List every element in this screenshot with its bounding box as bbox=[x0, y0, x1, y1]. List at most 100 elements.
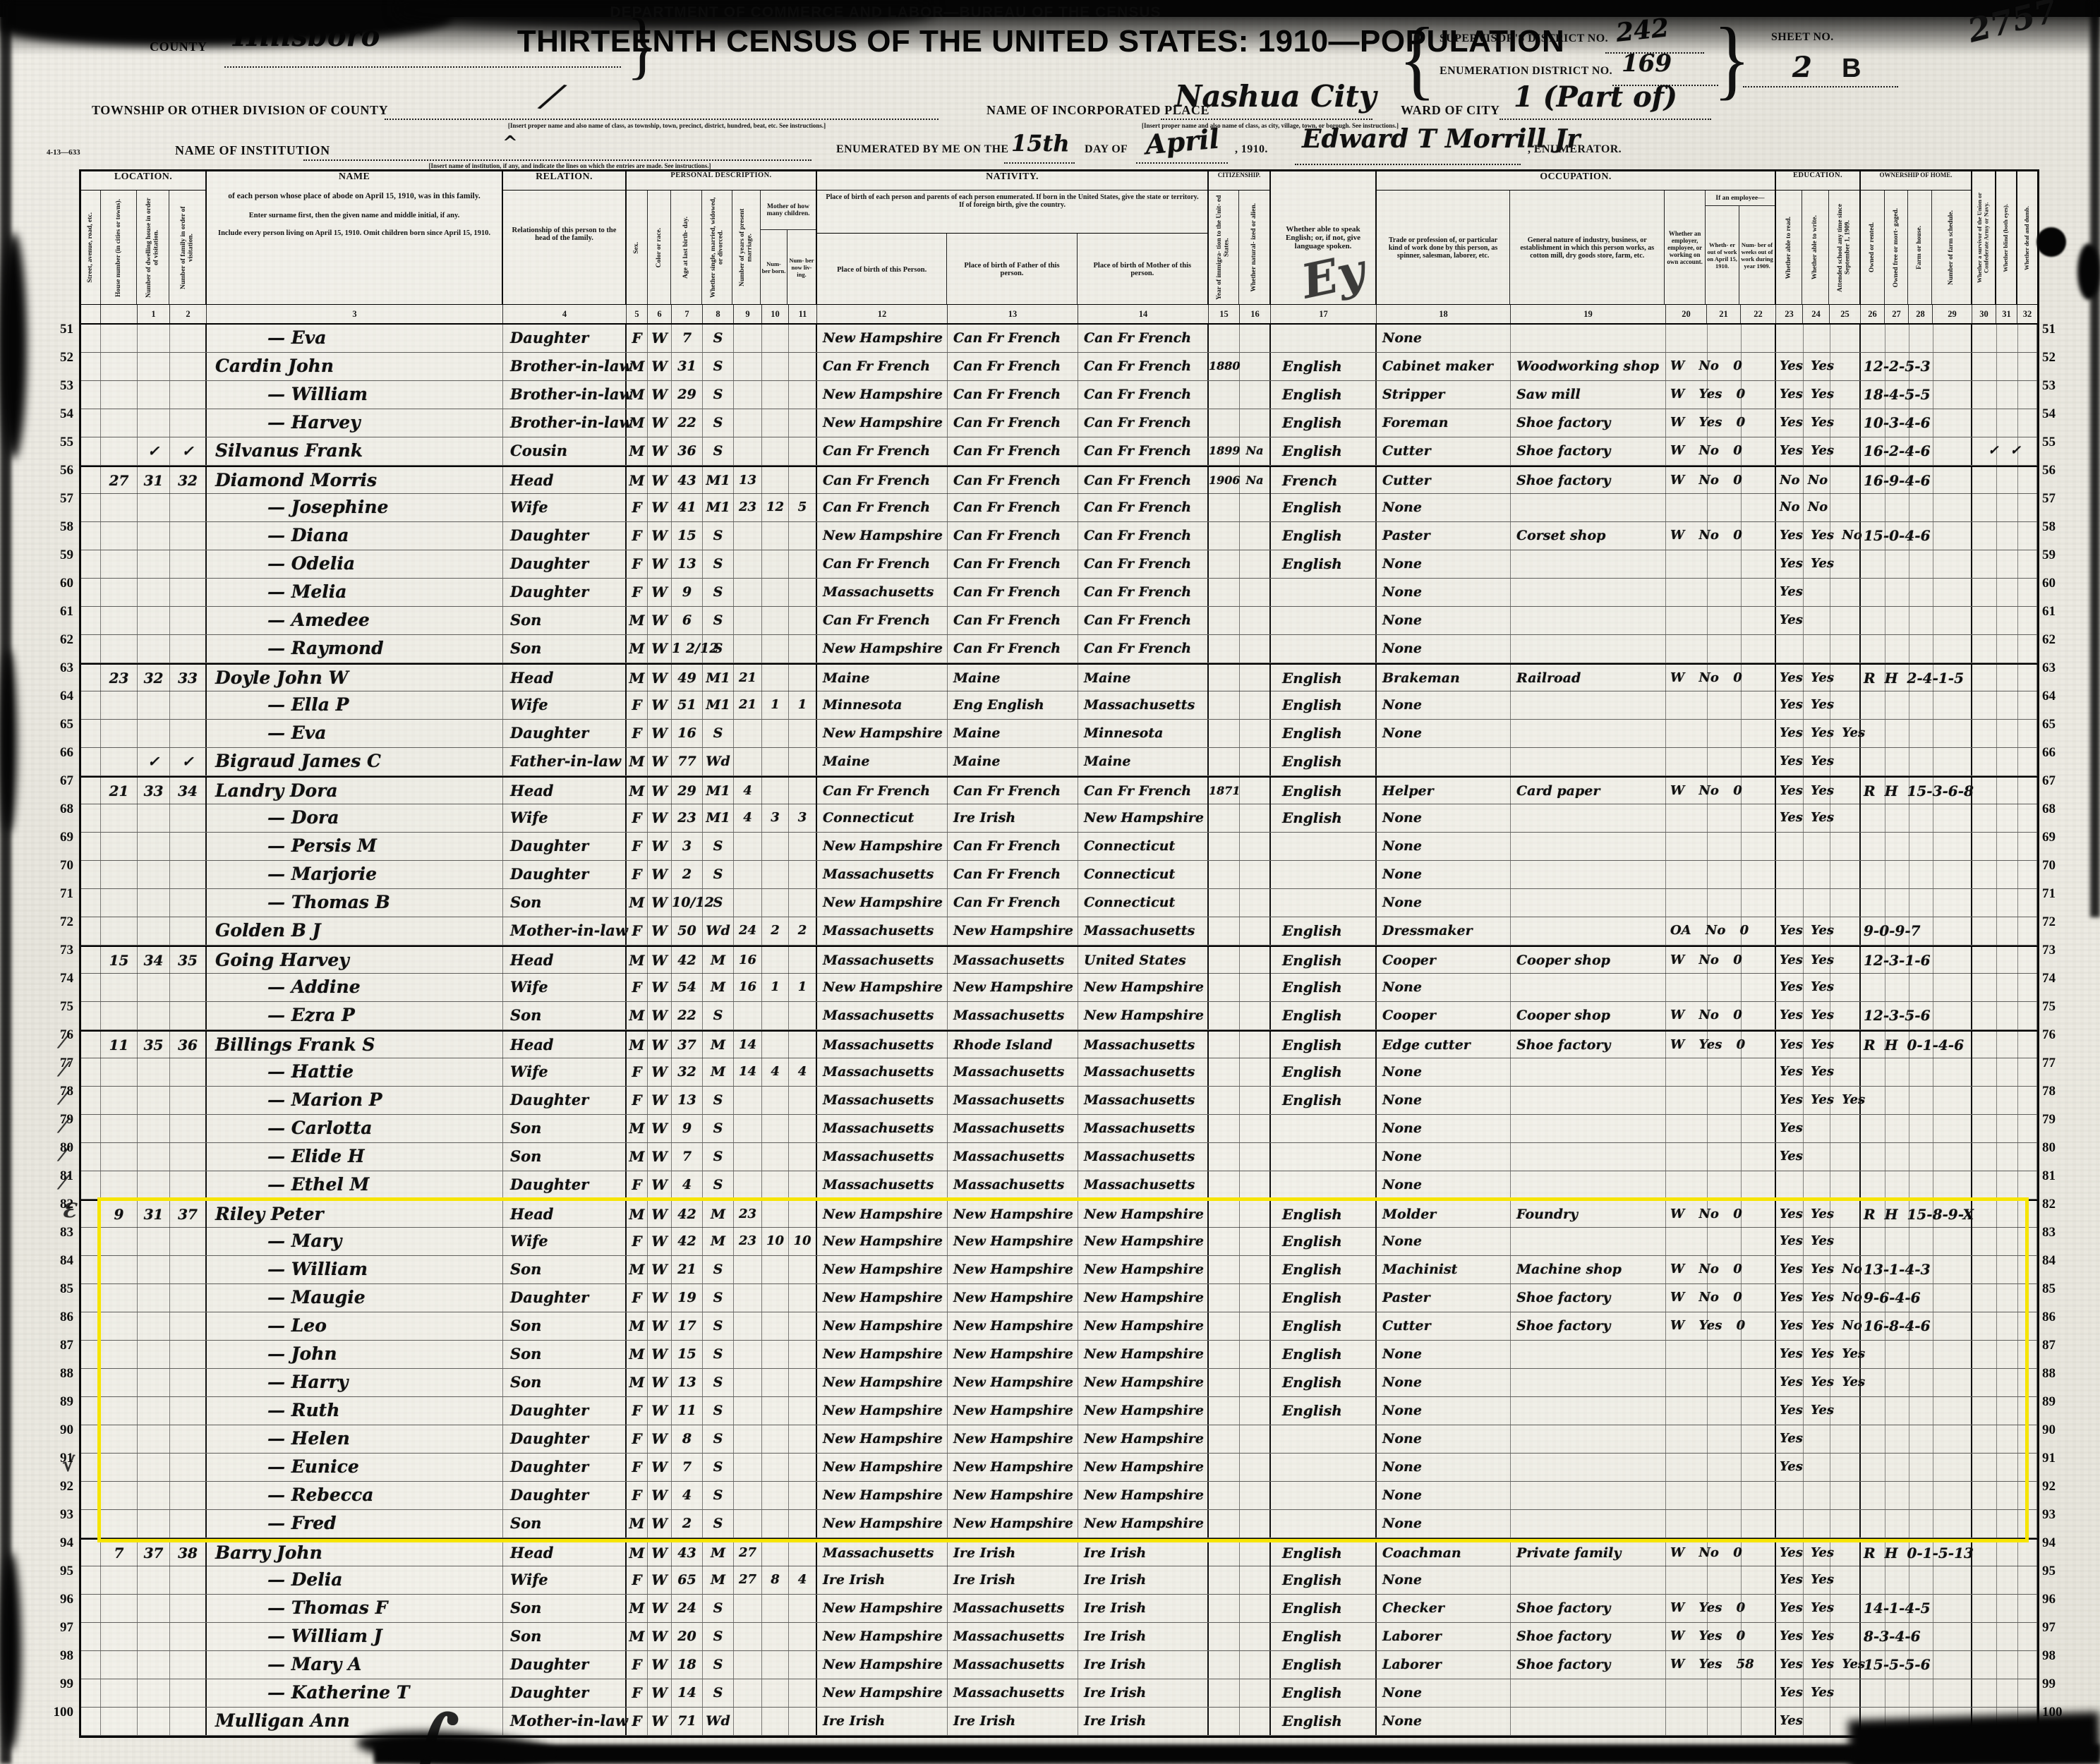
cell-infirmities bbox=[1972, 635, 2037, 663]
cell-father-birthplace: Can Fr French bbox=[948, 833, 1078, 860]
row-number: 70 bbox=[2042, 858, 2056, 873]
cell-name: — Hattie bbox=[207, 1058, 503, 1086]
cell-mother-birthplace: Massachusetts bbox=[1078, 917, 1209, 945]
row-number: 97 bbox=[60, 1620, 73, 1635]
cell-street bbox=[81, 778, 101, 804]
cell-marital: S bbox=[703, 325, 734, 352]
cell-mother-birthplace: United States bbox=[1078, 947, 1209, 974]
cell-english: English bbox=[1271, 947, 1377, 974]
cell-relation: Brother-in-law bbox=[503, 409, 632, 437]
cell-name: — Persis M bbox=[207, 833, 503, 860]
margin-pen-mark: √ bbox=[62, 1453, 76, 1476]
cell-birthplace: New Hampshire bbox=[817, 409, 948, 437]
cell-home-ownership: R H 15-8-9-X bbox=[1861, 1201, 1974, 1228]
cell-color: W bbox=[648, 691, 672, 719]
cell-children-born bbox=[762, 748, 789, 775]
cell-birthplace: New Hampshire bbox=[817, 1482, 948, 1509]
cell-street bbox=[81, 1482, 101, 1509]
cell-education: Yes Yes bbox=[1776, 947, 1861, 974]
cell-employment: W Yes 0 bbox=[1666, 1595, 1776, 1622]
cell-trade: Checker bbox=[1377, 1595, 1511, 1622]
cell-mother-birthplace: Minnesota bbox=[1078, 720, 1209, 747]
cell-mother-birthplace: Can Fr French bbox=[1078, 437, 1209, 465]
cell-name: — Ezra P bbox=[207, 1002, 503, 1029]
cell-immigration-year bbox=[1209, 1595, 1240, 1622]
cell-age: 42 bbox=[672, 1201, 703, 1228]
cell-english: English bbox=[1271, 1312, 1377, 1340]
cell-father-birthplace: New Hampshire bbox=[948, 974, 1078, 1001]
cell-trade: None bbox=[1377, 1425, 1511, 1453]
cell-name: Mulligan Ann bbox=[207, 1708, 503, 1735]
cell-sex: F bbox=[627, 720, 648, 747]
cell-father-birthplace: Can Fr French bbox=[948, 409, 1078, 437]
cell-trade: Laborer bbox=[1377, 1623, 1511, 1650]
cell-english: English bbox=[1271, 1651, 1377, 1679]
place-note: [Insert proper name and also name of cla… bbox=[1141, 122, 1399, 129]
cell-marital: S bbox=[703, 1312, 734, 1340]
cell-home-ownership: R H 2-4-1-5 bbox=[1861, 665, 1972, 691]
cell-naturalization bbox=[1240, 917, 1271, 945]
cell-industry: Card paper bbox=[1511, 778, 1666, 804]
cell-mother-birthplace: New Hampshire bbox=[1078, 1201, 1209, 1228]
cell-english: English bbox=[1271, 1708, 1377, 1735]
cell-immigration-year: 1871 bbox=[1209, 778, 1241, 804]
cell-industry bbox=[1511, 1566, 1666, 1594]
cell-marital: Wd bbox=[703, 748, 734, 775]
relation-desc: Relationship of this person to the head … bbox=[512, 226, 617, 242]
cell-trade: None bbox=[1377, 1454, 1511, 1481]
cell-infirmities bbox=[1972, 325, 2037, 352]
cell-sex: F bbox=[627, 1087, 648, 1114]
cell-immigration-year bbox=[1209, 1201, 1240, 1228]
cell-father-birthplace: New Hampshire bbox=[948, 1510, 1078, 1538]
cell-infirmities bbox=[1972, 833, 2037, 860]
group-occupation-title: OCCUPATION. bbox=[1377, 171, 1775, 191]
cell-industry bbox=[1511, 325, 1666, 352]
cell-house-number bbox=[101, 353, 138, 380]
cell-trade: Paster bbox=[1377, 1284, 1511, 1312]
cell-trade: None bbox=[1377, 1228, 1511, 1255]
column-number: 19 bbox=[1511, 305, 1666, 323]
cell-house-number bbox=[101, 917, 138, 945]
cell-street bbox=[81, 1143, 101, 1171]
col-free-mortgaged: Owned free or mort- gaged. bbox=[1885, 191, 1909, 304]
cell-children-born bbox=[762, 1540, 789, 1566]
cell-name: — William bbox=[207, 1256, 503, 1283]
cell-birthplace: Can Fr French bbox=[817, 778, 948, 804]
row-number: 64 bbox=[60, 689, 73, 703]
cell-naturalization bbox=[1240, 1623, 1271, 1650]
row-number: 89 bbox=[2042, 1394, 2056, 1409]
cell-children-born bbox=[762, 1087, 789, 1114]
cell-street bbox=[81, 804, 101, 832]
cell-industry bbox=[1511, 1425, 1666, 1453]
cell-industry bbox=[1511, 691, 1666, 719]
cell-home-ownership: 12-2-5-3 bbox=[1861, 353, 1972, 380]
cell-education: Yes Yes No bbox=[1776, 1284, 1862, 1312]
cell-education: Yes Yes bbox=[1776, 1058, 1861, 1086]
cell-birthplace: New Hampshire bbox=[817, 1397, 948, 1425]
cell-mother-birthplace: Massachusetts bbox=[1078, 1032, 1209, 1058]
cell-birthplace: New Hampshire bbox=[817, 381, 948, 409]
cell-english: English bbox=[1271, 409, 1377, 437]
cell-name: — Mary bbox=[207, 1228, 503, 1255]
cell-industry bbox=[1511, 974, 1666, 1001]
cell-family-number bbox=[170, 1143, 207, 1171]
cell-dwelling-number bbox=[138, 1284, 170, 1312]
cell-children-born bbox=[762, 1454, 789, 1481]
cell-education bbox=[1776, 325, 1861, 352]
cell-family-number bbox=[170, 804, 207, 832]
cell-father-birthplace: New Hampshire bbox=[948, 917, 1078, 945]
cell-sex: F bbox=[627, 691, 648, 719]
row-number: 57 bbox=[60, 491, 73, 506]
cell-house-number: 9 bbox=[101, 1201, 138, 1228]
cell-father-birthplace: Can Fr French bbox=[948, 861, 1078, 888]
cell-immigration-year bbox=[1209, 635, 1240, 663]
cell-english bbox=[1271, 1482, 1377, 1509]
col-industry-label: General nature of industry, business, or… bbox=[1510, 191, 1665, 304]
cell-education: Yes Yes bbox=[1776, 409, 1861, 437]
cell-relation: Son bbox=[503, 1510, 627, 1538]
cell-marital: S bbox=[703, 353, 734, 380]
cell-employment bbox=[1666, 804, 1776, 832]
col-immigration-label: Year of immigra- tion to the Unit- ed St… bbox=[1216, 195, 1231, 301]
cell-color: W bbox=[648, 1032, 672, 1058]
